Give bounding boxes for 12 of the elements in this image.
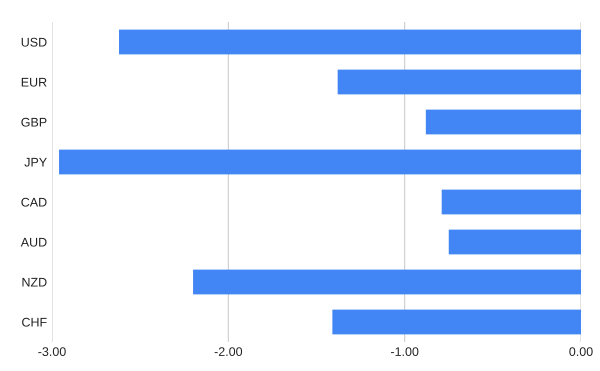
y-tick-label: USD: [22, 38, 47, 47]
x-tick-label: -3.00: [38, 347, 66, 356]
x-tick-label: -2.00: [214, 347, 242, 356]
y-tick-label: EUR: [22, 78, 47, 87]
y-tick-label: AUD: [20, 238, 47, 247]
y-tick-label: CHF: [22, 318, 47, 327]
y-tick-label: JPY: [24, 158, 47, 167]
y-tick-label: GBP: [21, 118, 46, 127]
x-tick-label: 0.00: [569, 347, 593, 356]
y-tick-label: CAD: [21, 198, 47, 207]
x-tick-label: -1.00: [390, 347, 418, 356]
y-tick-label: NZD: [22, 278, 47, 287]
